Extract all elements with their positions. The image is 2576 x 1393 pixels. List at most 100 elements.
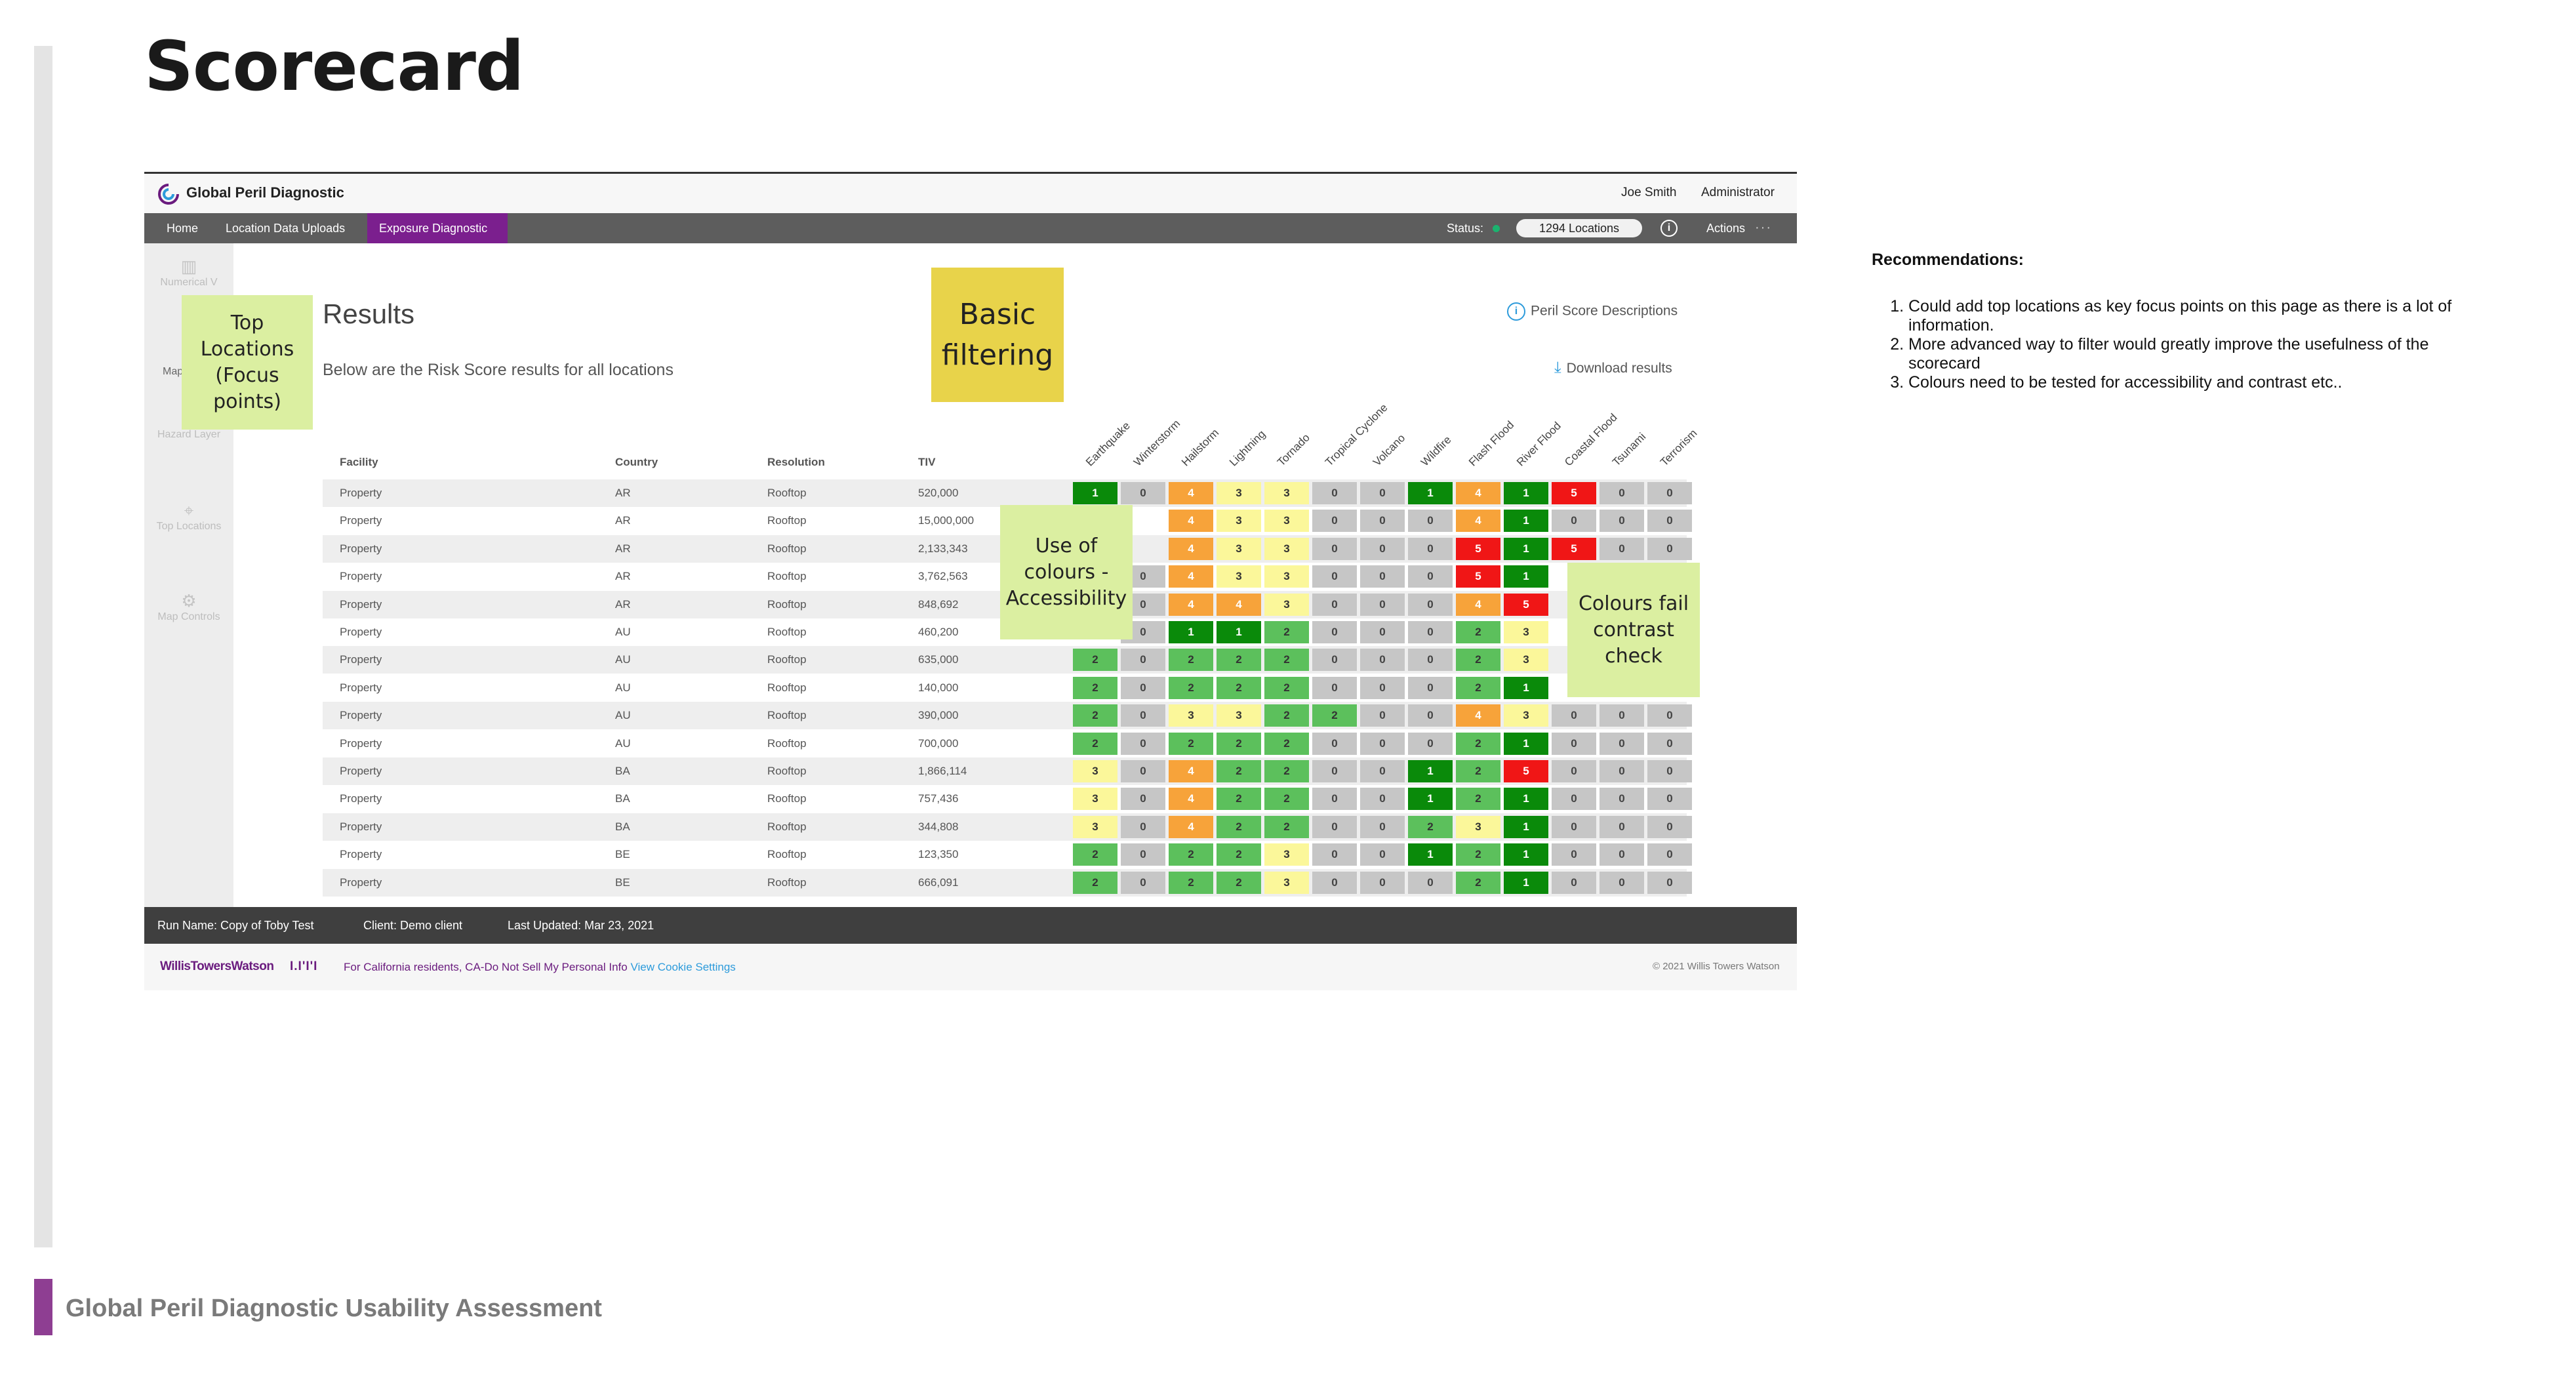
risk-score-cell[interactable]: 2 [1169,843,1213,866]
risk-score-cell[interactable]: 0 [1647,732,1692,755]
risk-score-cell[interactable]: 0 [1312,649,1357,672]
risk-score-cell[interactable]: 0 [1647,482,1692,504]
peril-header[interactable]: Terrorism [1658,426,1700,469]
risk-score-cell[interactable]: 2 [1217,871,1261,894]
column-header-facility[interactable]: Facility [340,456,378,468]
risk-score-cell[interactable]: 2 [1264,621,1309,643]
risk-score-cell[interactable]: 0 [1552,510,1596,533]
risk-score-cell[interactable]: 0 [1121,760,1165,782]
risk-score-cell[interactable]: 3 [1073,788,1117,811]
risk-score-cell[interactable]: 0 [1312,760,1357,782]
peril-header[interactable]: Flash Flood [1466,418,1517,469]
locations-count-pill[interactable]: 1294 Locations [1516,219,1642,237]
risk-score-cell[interactable]: 0 [1600,788,1644,811]
peril-header[interactable]: Tornado [1275,431,1312,469]
risk-score-cell[interactable]: 0 [1312,843,1357,866]
risk-score-cell[interactable]: 0 [1360,676,1405,699]
table-row[interactable]: Property AR Rooftop 520,000 1 0 4 3 3 0 0 1 4 1 5 0 0 [323,479,1692,507]
risk-score-cell[interactable]: 0 [1552,704,1596,727]
risk-score-cell[interactable]: 0 [1408,593,1453,616]
risk-score-cell[interactable]: 2 [1169,871,1213,894]
risk-score-cell[interactable]: 2 [1169,649,1213,672]
risk-score-cell[interactable]: 0 [1360,621,1405,643]
sidebar-item-map-controls[interactable]: ⚙ Map Controls [144,591,233,623]
risk-score-cell[interactable]: 1 [1408,760,1453,782]
risk-score-cell[interactable]: 2 [1456,676,1500,699]
nav-location-data-uploads[interactable]: Location Data Uploads [226,222,346,235]
cookie-settings-link[interactable]: View Cookie Settings [630,961,736,973]
risk-score-cell[interactable]: 0 [1408,649,1453,672]
risk-score-cell[interactable]: 2 [1073,732,1117,755]
risk-score-cell[interactable]: 0 [1121,649,1165,672]
risk-score-cell[interactable]: 4 [1456,482,1500,504]
info-icon[interactable]: i [1660,220,1678,237]
risk-score-cell[interactable]: 2 [1264,760,1309,782]
risk-score-cell[interactable]: 4 [1169,593,1213,616]
risk-score-cell[interactable]: 0 [1360,593,1405,616]
risk-score-cell[interactable]: 0 [1360,565,1405,588]
sidebar-item-numerical-view[interactable]: ▥ Numerical V [144,256,233,289]
risk-score-cell[interactable]: 2 [1456,621,1500,643]
risk-score-cell[interactable]: 0 [1360,704,1405,727]
risk-score-cell[interactable]: 2 [1264,788,1309,811]
risk-score-cell[interactable]: 5 [1456,565,1500,588]
risk-score-cell[interactable]: 2 [1264,704,1309,727]
risk-score-cell[interactable]: 2 [1073,871,1117,894]
risk-score-cell[interactable]: 3 [1217,482,1261,504]
download-results-link[interactable]: ⤓ Download results [1554,359,1672,376]
risk-score-cell[interactable]: 1 [1408,788,1453,811]
risk-score-cell[interactable]: 1 [1504,510,1548,533]
risk-score-cell[interactable]: 0 [1312,676,1357,699]
risk-score-cell[interactable]: 0 [1408,537,1453,560]
risk-score-cell[interactable]: 0 [1312,537,1357,560]
nav-home[interactable]: Home [167,222,199,235]
risk-score-cell[interactable]: 3 [1264,510,1309,533]
risk-score-cell[interactable]: 1 [1504,537,1548,560]
risk-score-cell[interactable]: 2 [1456,760,1500,782]
peril-header[interactable]: Wildfire [1419,433,1454,469]
risk-score-cell[interactable]: 1 [1504,843,1548,866]
risk-score-cell[interactable]: 2 [1312,704,1357,727]
risk-score-cell[interactable]: 3 [1073,815,1117,838]
risk-score-cell[interactable]: 3 [1264,593,1309,616]
risk-score-cell[interactable]: 4 [1217,593,1261,616]
risk-score-cell[interactable]: 0 [1647,871,1692,894]
risk-score-cell[interactable]: 1 [1408,482,1453,504]
risk-score-cell[interactable]: 2 [1456,788,1500,811]
risk-score-cell[interactable]: 3 [1456,815,1500,838]
table-row[interactable]: Property AU Rooftop 635,000 2 0 2 2 2 0 0 0 2 3 [323,646,1687,674]
risk-score-cell[interactable]: 2 [1264,815,1309,838]
risk-score-cell[interactable]: 4 [1169,510,1213,533]
peril-header[interactable]: Volcano [1371,432,1408,469]
risk-score-cell[interactable]: 0 [1121,871,1165,894]
risk-score-cell[interactable]: 0 [1408,732,1453,755]
risk-score-cell[interactable]: 2 [1169,732,1213,755]
risk-score-cell[interactable]: 3 [1264,537,1309,560]
risk-score-cell[interactable]: 3 [1504,621,1548,643]
risk-score-cell[interactable]: 2 [1217,676,1261,699]
risk-score-cell[interactable]: 0 [1408,704,1453,727]
risk-score-cell[interactable]: 0 [1360,510,1405,533]
risk-score-cell[interactable]: 1 [1504,565,1548,588]
risk-score-cell[interactable]: 2 [1169,676,1213,699]
risk-score-cell[interactable]: 3 [1217,537,1261,560]
risk-score-cell[interactable]: 2 [1073,704,1117,727]
risk-score-cell[interactable]: 2 [1217,732,1261,755]
risk-score-cell[interactable]: 0 [1312,482,1357,504]
peril-header[interactable]: Lightning [1227,428,1268,469]
peril-header[interactable]: Tsunami [1610,430,1649,469]
risk-score-cell[interactable]: 5 [1552,537,1596,560]
risk-score-cell[interactable]: 0 [1312,565,1357,588]
risk-score-cell[interactable]: 1 [1073,482,1117,504]
risk-score-cell[interactable]: 0 [1312,621,1357,643]
nav-exposure-diagnostic[interactable]: Exposure Diagnostic [367,213,508,243]
risk-score-cell[interactable]: 5 [1552,482,1596,504]
risk-score-cell[interactable]: 2 [1264,676,1309,699]
risk-score-cell[interactable]: 1 [1504,788,1548,811]
risk-score-cell[interactable]: 3 [1217,510,1261,533]
risk-score-cell[interactable]: 0 [1312,815,1357,838]
risk-score-cell[interactable]: 3 [1264,843,1309,866]
more-dots-icon[interactable]: ··· [1755,220,1772,235]
risk-score-cell[interactable]: 3 [1264,565,1309,588]
risk-score-cell[interactable]: 0 [1600,732,1644,755]
